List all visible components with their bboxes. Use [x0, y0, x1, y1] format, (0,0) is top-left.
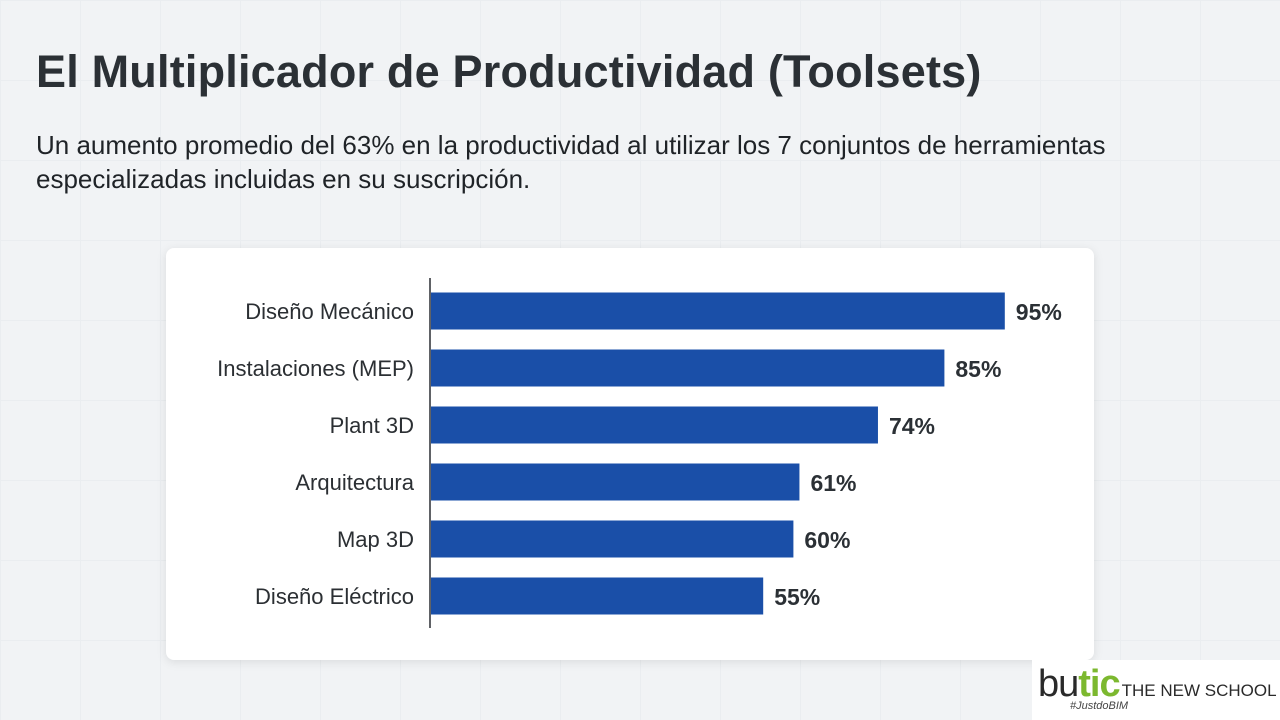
bar	[431, 406, 878, 444]
logo-text-tic: tic	[1078, 663, 1120, 705]
logo-tagline: #JustdoBIM	[1070, 700, 1129, 712]
value-label: 61%	[810, 470, 856, 496]
page-subtitle: Un aumento promedio del 63% en la produc…	[36, 130, 1106, 194]
category-label: Arquitectura	[295, 470, 414, 495]
value-label: 85%	[955, 356, 1001, 382]
value-label: 60%	[804, 527, 850, 553]
logo-wordmark: butic THE NEW SCHOOL	[1038, 662, 1277, 714]
category-label: Plant 3D	[330, 413, 414, 438]
brand-logo: butic THE NEW SCHOOL #JustdoBIM	[1032, 660, 1280, 720]
logo-text-school: THE NEW SCHOOL	[1121, 681, 1277, 700]
value-label: 95%	[1016, 299, 1062, 325]
bar	[431, 577, 764, 615]
bar	[431, 520, 794, 558]
value-label: 74%	[889, 413, 935, 439]
bar-chart: Diseño Mecánico 95% Instalaciones (MEP) 85%…	[217, 278, 1062, 628]
category-label: Instalaciones (MEP)	[217, 356, 414, 381]
category-label: Diseño Mecánico	[245, 299, 414, 324]
category-label: Map 3D	[337, 527, 414, 552]
bar	[431, 292, 1005, 330]
bar	[431, 463, 800, 501]
chart-card: Diseño Mecánico 95% Instalaciones (MEP) 85%…	[166, 248, 1094, 660]
page-title: El Multiplicador de Productividad (Tools…	[36, 46, 982, 97]
bar	[431, 349, 945, 387]
value-label: 55%	[774, 584, 820, 610]
category-label: Diseño Eléctrico	[255, 584, 414, 609]
logo-text-bu: bu	[1038, 663, 1079, 705]
